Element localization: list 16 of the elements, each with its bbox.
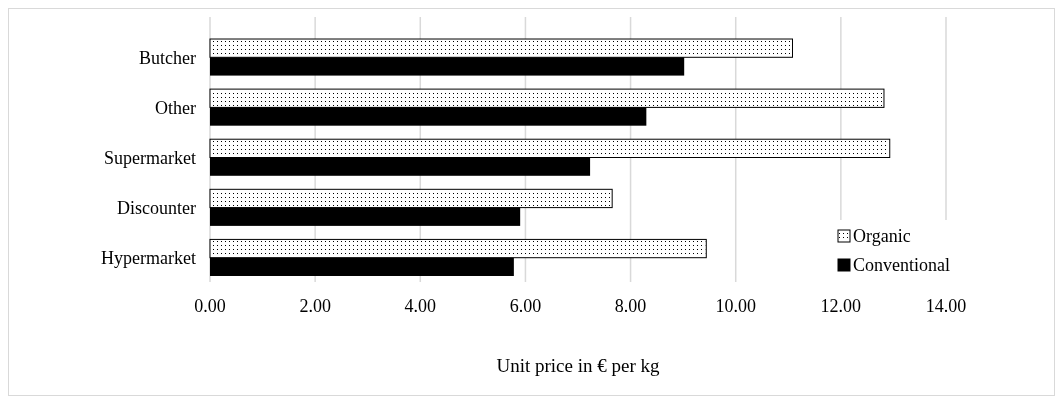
x-tick-label: 14.00 [925, 296, 967, 316]
y-tick-label: Discounter [117, 197, 196, 218]
y-tick-label: Other [155, 97, 196, 118]
y-tick-label: Hypermarket [101, 248, 196, 268]
x-tick-label: 12.00 [820, 296, 862, 316]
y-tick-label: Supermarket [104, 147, 196, 168]
x-tick-label: 8.00 [614, 296, 647, 316]
legend-label: Organic [853, 226, 911, 247]
x-tick-label: 10.00 [715, 296, 756, 316]
x-tick-label: 6.00 [509, 296, 542, 316]
x-axis-title: Unit price in € per kg [496, 355, 661, 376]
x-tick-label: 4.00 [404, 296, 437, 316]
legend-label: Conventional [853, 255, 950, 276]
y-tick-label: Butcher [139, 47, 196, 68]
x-tick-label: 2.00 [299, 296, 331, 316]
x-tick-label: 0.00 [194, 296, 226, 316]
